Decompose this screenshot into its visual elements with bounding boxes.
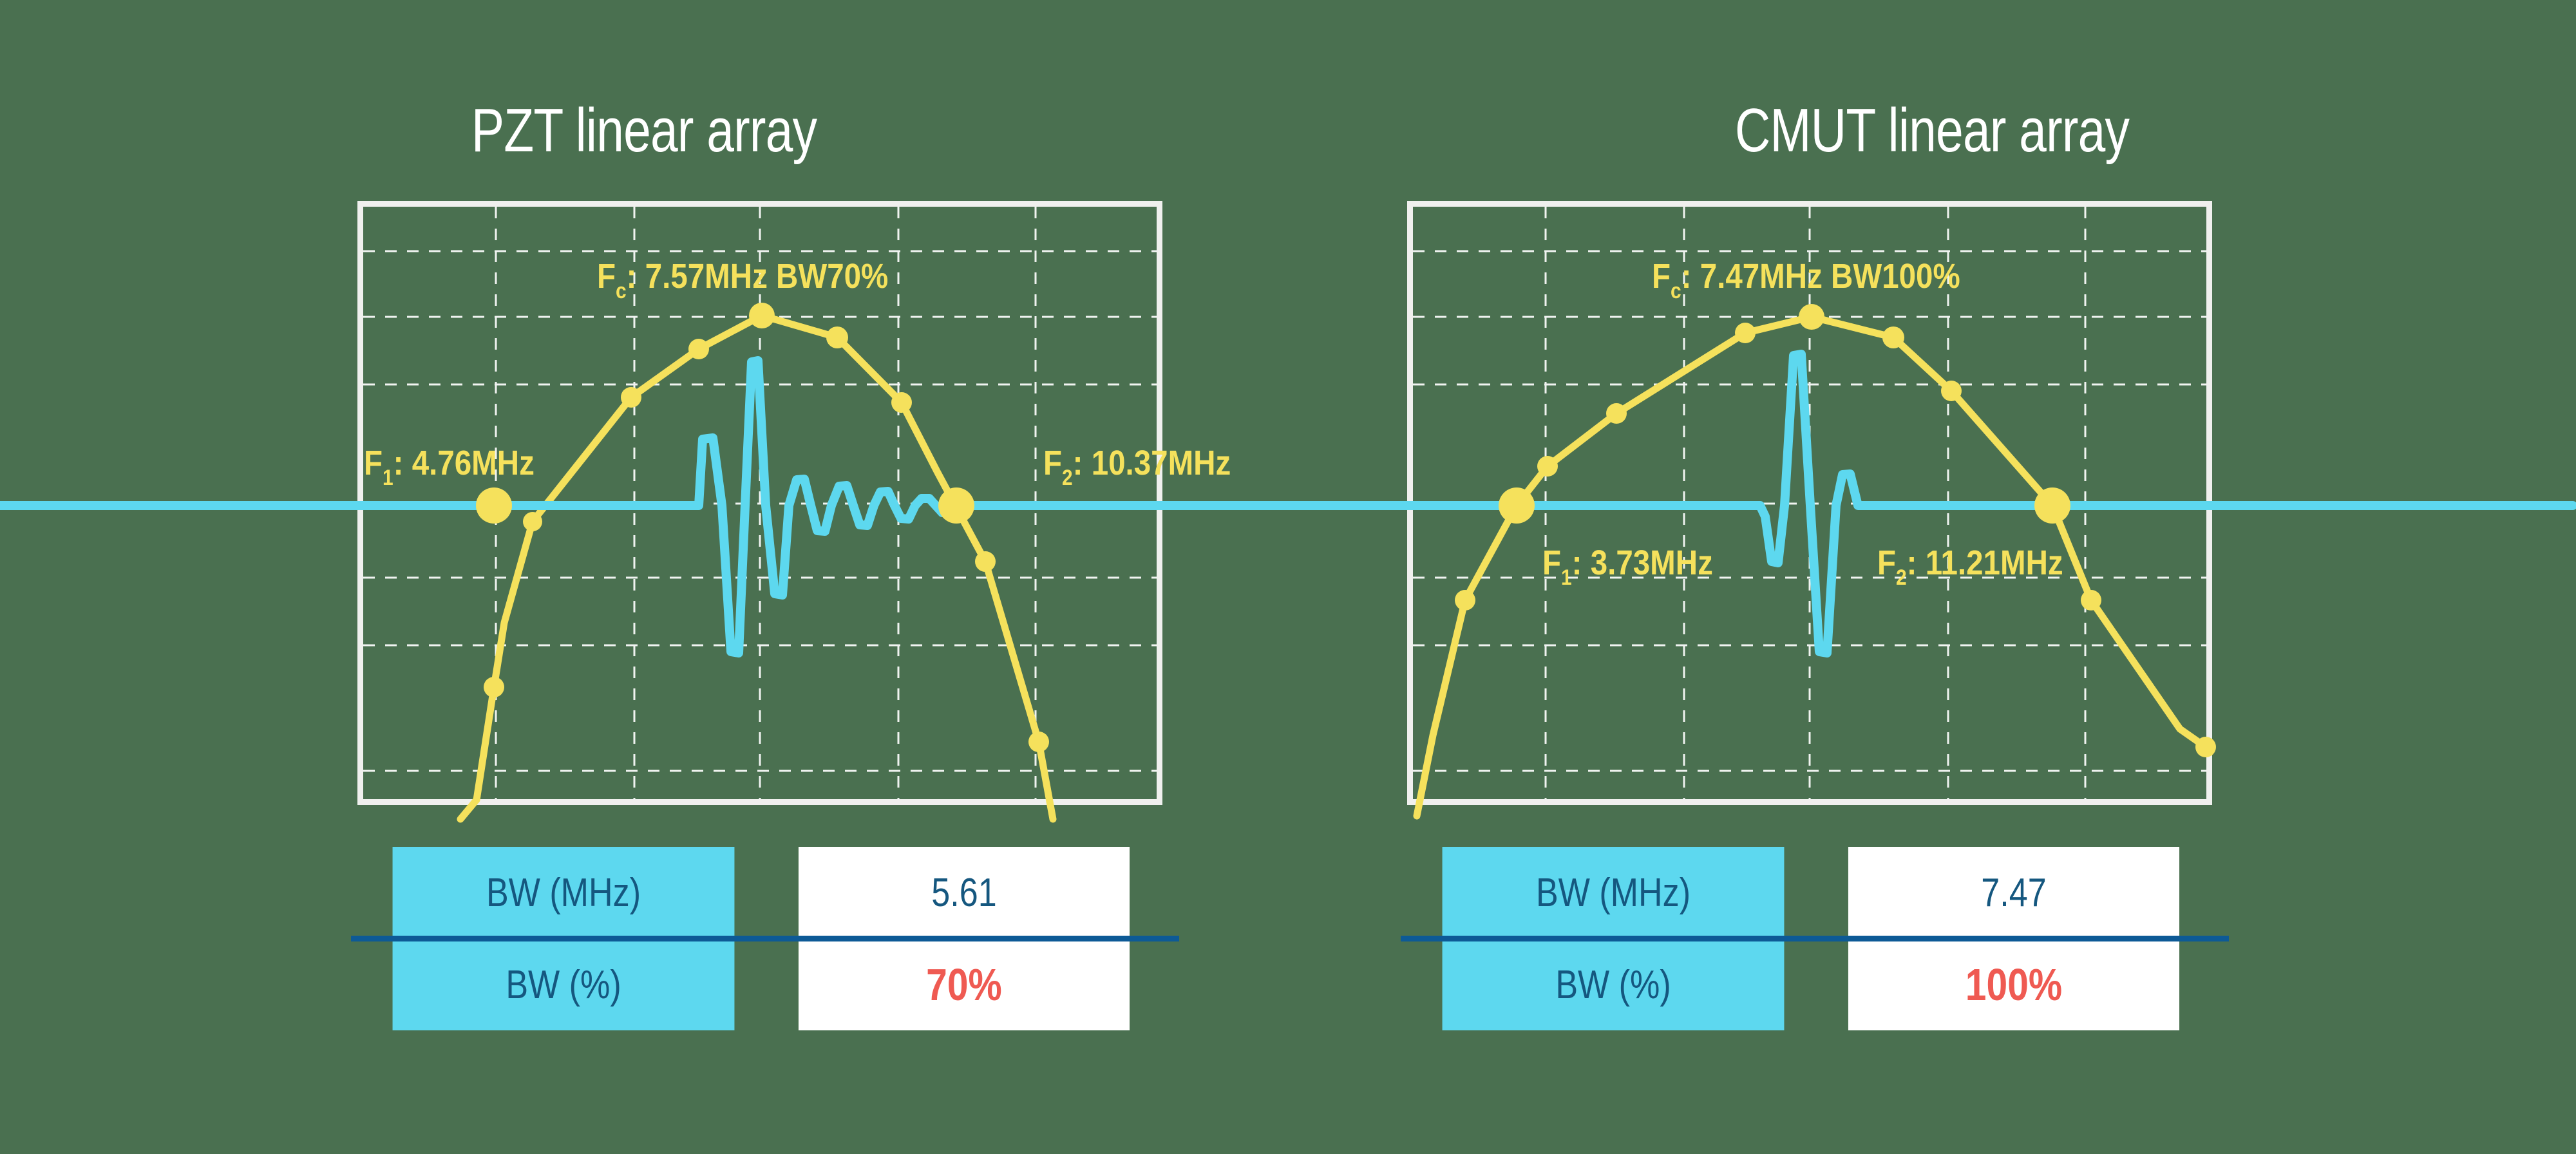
table-row-label-bw-pct-cmut: BW (%) (1442, 939, 1785, 1030)
f1-label-sub-pzt: 1 (383, 465, 393, 489)
f2-annotation-cmut: F2: 11.21MHz (1877, 543, 2063, 589)
f1-label-rest-pzt: : 4.76MHz (393, 443, 535, 482)
f2-label-sub-pzt: 2 (1062, 465, 1073, 489)
f1-annotation-pzt: F1: 4.76MHz (364, 443, 535, 489)
cutoff-frequency-markers-cmut (1499, 487, 2070, 524)
bw-table-pzt: BW (MHz) 5.61 BW (%) 70% (360, 847, 1161, 1030)
table-row-label-bw-pct-pzt: BW (%) (392, 939, 735, 1030)
chart-cmut: Fc: 7.47MHz BW100% F1: 3.73MHz F2: 11.21… (1042, 207, 2576, 820)
impulse-response-curve-pzt (0, 356, 1528, 657)
svg-text:F2: 10.37MHz: F2: 10.37MHz (1043, 443, 1231, 489)
f2-marker-pzt (938, 487, 974, 524)
f2-annotation-pzt: F2: 10.37MHz (1043, 443, 1231, 489)
table-row-label-bw-mhz-pzt: BW (MHz) (392, 847, 735, 939)
svg-text:F1: 3.73MHz: F1: 3.73MHz (1542, 543, 1713, 589)
fc-label-rest-cmut: : 7.47MHz BW100% (1681, 256, 1960, 296)
frequency-response-curve-pzt (457, 312, 1057, 823)
chart-pzt: Fc: 7.57MHz BW70% F1: 4.76MHz F2: 10.37M… (0, 207, 1528, 823)
fc-label-prefix-pzt: F (597, 256, 616, 296)
f2-label-prefix-cmut: F (1877, 543, 1896, 582)
f2-label-rest-cmut: : 11.21MHz (1907, 543, 2063, 582)
fc-label-prefix-cmut: F (1652, 256, 1671, 296)
f1-label-prefix-cmut: F (1542, 543, 1561, 582)
frequency-response-markers-cmut (1455, 304, 2216, 757)
f1-marker-pzt (476, 487, 512, 524)
panel-cmut: CMUT linear array (1288, 0, 2576, 1154)
f2-label-sub-cmut: 2 (1896, 565, 1907, 589)
page-title-pzt: PZT linear array (471, 96, 817, 165)
fc-label-sub-cmut: c (1671, 278, 1681, 303)
svg-text:Fc: 7.57MHz BW70%: Fc: 7.57MHz BW70% (597, 256, 888, 303)
fc-annotation-pzt: Fc: 7.57MHz BW70% (597, 256, 888, 303)
fc-label-rest-pzt: : 7.57MHz BW70% (627, 256, 889, 296)
table-row-value-bw-mhz-pzt: 5.61 (798, 847, 1130, 939)
fc-label-sub-pzt: c (616, 278, 627, 303)
f1-label-prefix-pzt: F (364, 443, 383, 482)
f1-marker-cmut (1499, 487, 1535, 524)
f1-label-sub-cmut: 1 (1561, 565, 1572, 589)
panel-pzt: PZT linear array (0, 96, 1528, 1030)
svg-text:F1: 4.76MHz: F1: 4.76MHz (364, 443, 535, 489)
table-row-value-bw-pct-pzt: 70% (798, 939, 1130, 1030)
table-row-value-bw-mhz-cmut: 7.47 (1848, 847, 2180, 939)
f2-label-prefix-pzt: F (1043, 443, 1062, 482)
table-divider-cmut (1401, 936, 2229, 941)
bw-table-cmut: BW (MHz) 7.47 BW (%) 100% (1410, 847, 2211, 1030)
svg-text:F2: 11.21MHz: F2: 11.21MHz (1877, 543, 2063, 589)
page-title-cmut: CMUT linear array (1734, 96, 2130, 165)
frequency-response-markers-pzt (484, 303, 1049, 752)
table-divider-pzt (351, 936, 1179, 941)
table-row-label-bw-mhz-cmut: BW (MHz) (1442, 847, 1785, 939)
cutoff-frequency-markers-pzt (476, 487, 974, 524)
f1-label-rest-cmut: : 3.73MHz (1572, 543, 1713, 582)
svg-text:Fc: 7.47MHz BW100%: Fc: 7.47MHz BW100% (1652, 256, 1960, 303)
table-row-value-bw-pct-cmut: 100% (1848, 939, 2180, 1030)
frequency-response-curve-cmut (1413, 313, 2210, 820)
fc-annotation-cmut: Fc: 7.47MHz BW100% (1652, 256, 1960, 303)
f1-annotation-cmut: F1: 3.73MHz (1542, 543, 1713, 589)
impulse-response-curve-cmut (1042, 350, 2576, 657)
f2-label-rest-pzt: : 10.37MHz (1073, 443, 1231, 482)
f2-marker-cmut (2034, 487, 2070, 524)
